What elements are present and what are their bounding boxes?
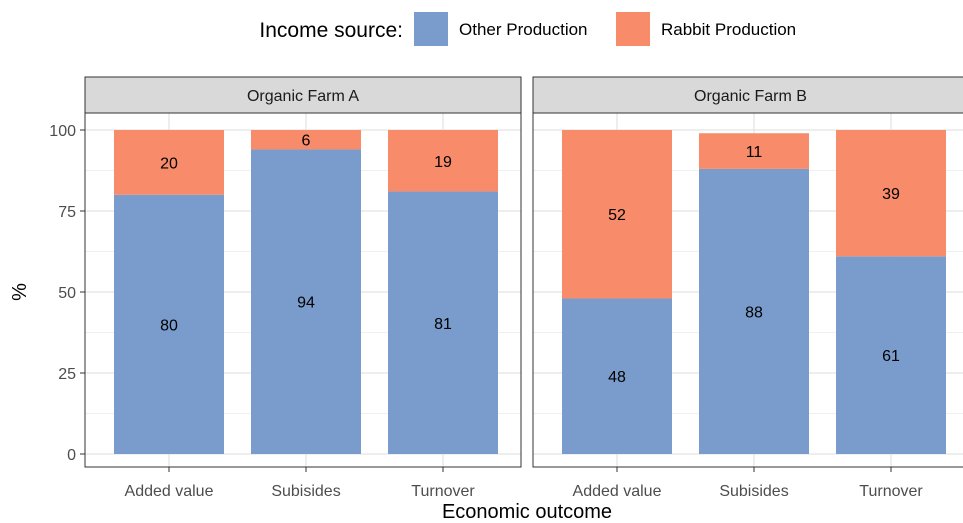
x-tick-label: Turnover bbox=[859, 483, 923, 500]
data-label: 20 bbox=[160, 155, 178, 172]
y-tick-label: 50 bbox=[58, 285, 76, 302]
x-tick-label: Subisides bbox=[271, 483, 340, 500]
y-tick-label: 0 bbox=[67, 447, 76, 464]
data-label: 61 bbox=[882, 348, 900, 365]
bar-rabbit-production-subisides bbox=[699, 133, 809, 169]
panel-organic-farm-b: Organic Farm B 48 52 Added value 88 11 Subisid… bbox=[532, 76, 963, 500]
x-tick-label: Added value bbox=[573, 483, 662, 500]
x-axis-title: Economic outcome bbox=[442, 501, 612, 523]
data-label: 81 bbox=[434, 316, 452, 333]
bar-other-production-subisides bbox=[251, 149, 361, 454]
bar-other-production-turnover bbox=[388, 191, 498, 454]
y-tick-label: 100 bbox=[49, 123, 76, 140]
legend-label-rabbit-production: Rabbit Production bbox=[661, 20, 796, 39]
data-label: 11 bbox=[746, 144, 763, 161]
data-label: 88 bbox=[745, 304, 763, 321]
y-tick-label: 25 bbox=[58, 366, 76, 383]
x-tick-label: Subisides bbox=[719, 483, 788, 500]
legend-title: Income source: bbox=[259, 19, 403, 42]
y-tick-label: 75 bbox=[58, 204, 76, 221]
x-tick-label: Turnover bbox=[411, 483, 475, 500]
legend-swatch-rabbit-production bbox=[616, 12, 650, 46]
bar-rabbit-production-added-value bbox=[562, 130, 672, 299]
bar-other-production-turnover bbox=[836, 256, 946, 454]
y-axis-title: % bbox=[9, 283, 31, 301]
data-label: 6 bbox=[302, 133, 311, 150]
facet-title: Organic Farm A bbox=[247, 88, 359, 105]
bar-rabbit-production-added-value bbox=[114, 130, 224, 195]
legend: Income source: Other Production Rabbit Pr… bbox=[259, 12, 796, 46]
bar-other-production-added-value bbox=[114, 194, 224, 455]
legend-swatch-other-production bbox=[414, 12, 448, 46]
data-label: 39 bbox=[882, 186, 900, 203]
data-label: 48 bbox=[608, 369, 626, 386]
legend-label-other-production: Other Production bbox=[459, 20, 588, 39]
bar-rabbit-production-turnover bbox=[836, 130, 946, 257]
bar-other-production-subisides bbox=[699, 168, 809, 454]
bar-rabbit-production-subisides bbox=[251, 130, 361, 150]
data-label: 80 bbox=[160, 317, 178, 334]
bar-other-production-added-value bbox=[562, 298, 672, 454]
data-label: 52 bbox=[608, 207, 626, 224]
facet-title: Organic Farm B bbox=[694, 88, 807, 105]
panel-border bbox=[532, 112, 963, 468]
bar-rabbit-production-turnover bbox=[388, 130, 498, 192]
data-label: 19 bbox=[434, 154, 452, 171]
panel-border bbox=[84, 112, 522, 468]
facet-strip bbox=[532, 76, 963, 114]
data-label: 94 bbox=[297, 295, 315, 312]
facet-strip bbox=[84, 76, 522, 114]
x-tick-label: Added value bbox=[125, 483, 214, 500]
panel-organic-farm-a: Organic Farm A 80 20 Added value 94 6 Subiside… bbox=[49, 76, 522, 500]
